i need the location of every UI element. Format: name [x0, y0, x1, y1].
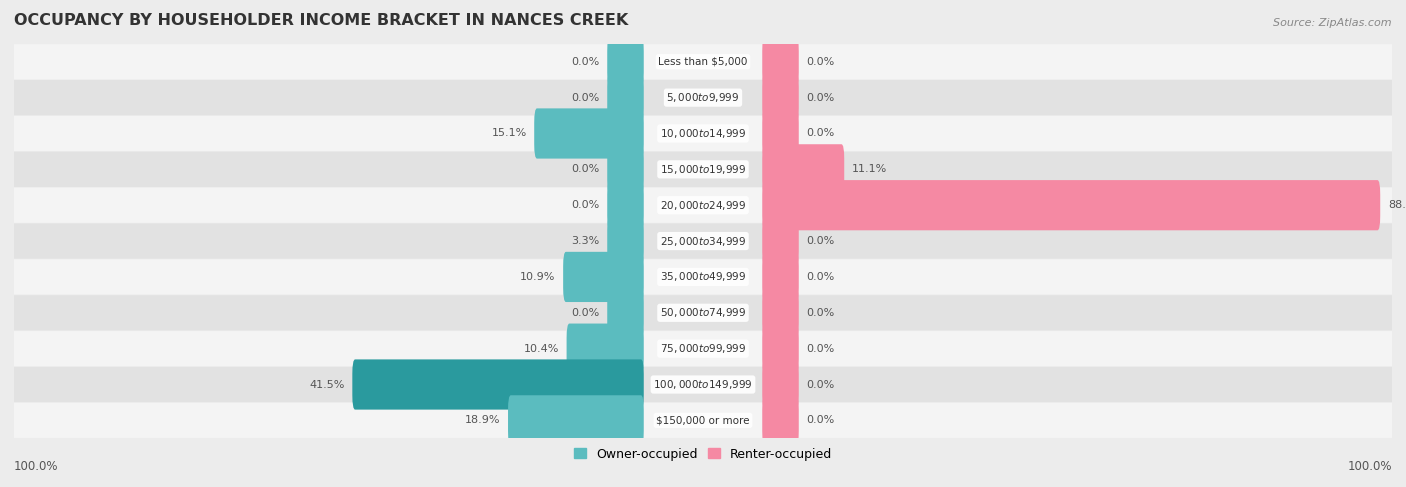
- Text: $100,000 to $149,999: $100,000 to $149,999: [654, 378, 752, 391]
- FancyBboxPatch shape: [14, 187, 1392, 223]
- FancyBboxPatch shape: [508, 395, 644, 446]
- FancyBboxPatch shape: [607, 37, 644, 87]
- Text: 0.0%: 0.0%: [571, 57, 599, 67]
- Text: 0.0%: 0.0%: [571, 164, 599, 174]
- Text: 0.0%: 0.0%: [807, 344, 835, 354]
- Text: 0.0%: 0.0%: [807, 272, 835, 282]
- Text: 0.0%: 0.0%: [807, 236, 835, 246]
- FancyBboxPatch shape: [14, 44, 1392, 79]
- Text: $50,000 to $74,999: $50,000 to $74,999: [659, 306, 747, 319]
- Text: $150,000 or more: $150,000 or more: [657, 415, 749, 425]
- Text: $25,000 to $34,999: $25,000 to $34,999: [659, 235, 747, 247]
- FancyBboxPatch shape: [353, 359, 644, 410]
- Legend: Owner-occupied, Renter-occupied: Owner-occupied, Renter-occupied: [568, 443, 838, 466]
- FancyBboxPatch shape: [762, 144, 844, 194]
- Text: 10.9%: 10.9%: [520, 272, 555, 282]
- Text: OCCUPANCY BY HOUSEHOLDER INCOME BRACKET IN NANCES CREEK: OCCUPANCY BY HOUSEHOLDER INCOME BRACKET …: [14, 13, 628, 28]
- FancyBboxPatch shape: [607, 180, 644, 230]
- Text: Source: ZipAtlas.com: Source: ZipAtlas.com: [1274, 18, 1392, 28]
- FancyBboxPatch shape: [607, 288, 644, 338]
- FancyBboxPatch shape: [762, 252, 799, 302]
- FancyBboxPatch shape: [762, 73, 799, 123]
- Text: 100.0%: 100.0%: [1347, 460, 1392, 473]
- FancyBboxPatch shape: [762, 180, 1381, 230]
- Text: Less than $5,000: Less than $5,000: [658, 57, 748, 67]
- FancyBboxPatch shape: [564, 252, 644, 302]
- Text: 18.9%: 18.9%: [465, 415, 501, 425]
- Text: 88.9%: 88.9%: [1388, 200, 1406, 210]
- FancyBboxPatch shape: [14, 403, 1392, 438]
- FancyBboxPatch shape: [14, 260, 1392, 295]
- Text: 15.1%: 15.1%: [491, 129, 527, 138]
- FancyBboxPatch shape: [607, 144, 644, 194]
- Text: 100.0%: 100.0%: [14, 460, 59, 473]
- Text: $75,000 to $99,999: $75,000 to $99,999: [659, 342, 747, 355]
- Text: $10,000 to $14,999: $10,000 to $14,999: [659, 127, 747, 140]
- FancyBboxPatch shape: [762, 395, 799, 446]
- FancyBboxPatch shape: [762, 323, 799, 374]
- Text: 41.5%: 41.5%: [309, 379, 344, 390]
- FancyBboxPatch shape: [762, 359, 799, 410]
- FancyBboxPatch shape: [14, 367, 1392, 402]
- Text: $20,000 to $24,999: $20,000 to $24,999: [659, 199, 747, 212]
- FancyBboxPatch shape: [534, 109, 644, 159]
- FancyBboxPatch shape: [607, 73, 644, 123]
- Text: 10.4%: 10.4%: [523, 344, 560, 354]
- FancyBboxPatch shape: [14, 80, 1392, 115]
- FancyBboxPatch shape: [14, 116, 1392, 151]
- Text: 11.1%: 11.1%: [852, 164, 887, 174]
- FancyBboxPatch shape: [14, 295, 1392, 330]
- FancyBboxPatch shape: [14, 331, 1392, 366]
- Text: 0.0%: 0.0%: [807, 129, 835, 138]
- FancyBboxPatch shape: [762, 216, 799, 266]
- Text: $15,000 to $19,999: $15,000 to $19,999: [659, 163, 747, 176]
- Text: 0.0%: 0.0%: [807, 57, 835, 67]
- Text: 0.0%: 0.0%: [571, 200, 599, 210]
- Text: $35,000 to $49,999: $35,000 to $49,999: [659, 270, 747, 283]
- FancyBboxPatch shape: [607, 216, 644, 266]
- FancyBboxPatch shape: [567, 323, 644, 374]
- FancyBboxPatch shape: [762, 288, 799, 338]
- Text: $5,000 to $9,999: $5,000 to $9,999: [666, 91, 740, 104]
- Text: 0.0%: 0.0%: [571, 93, 599, 103]
- Text: 3.3%: 3.3%: [571, 236, 599, 246]
- Text: 0.0%: 0.0%: [807, 308, 835, 318]
- Text: 0.0%: 0.0%: [807, 379, 835, 390]
- Text: 0.0%: 0.0%: [807, 415, 835, 425]
- Text: 0.0%: 0.0%: [571, 308, 599, 318]
- FancyBboxPatch shape: [14, 152, 1392, 187]
- FancyBboxPatch shape: [762, 109, 799, 159]
- FancyBboxPatch shape: [762, 37, 799, 87]
- Text: 0.0%: 0.0%: [807, 93, 835, 103]
- FancyBboxPatch shape: [14, 224, 1392, 259]
